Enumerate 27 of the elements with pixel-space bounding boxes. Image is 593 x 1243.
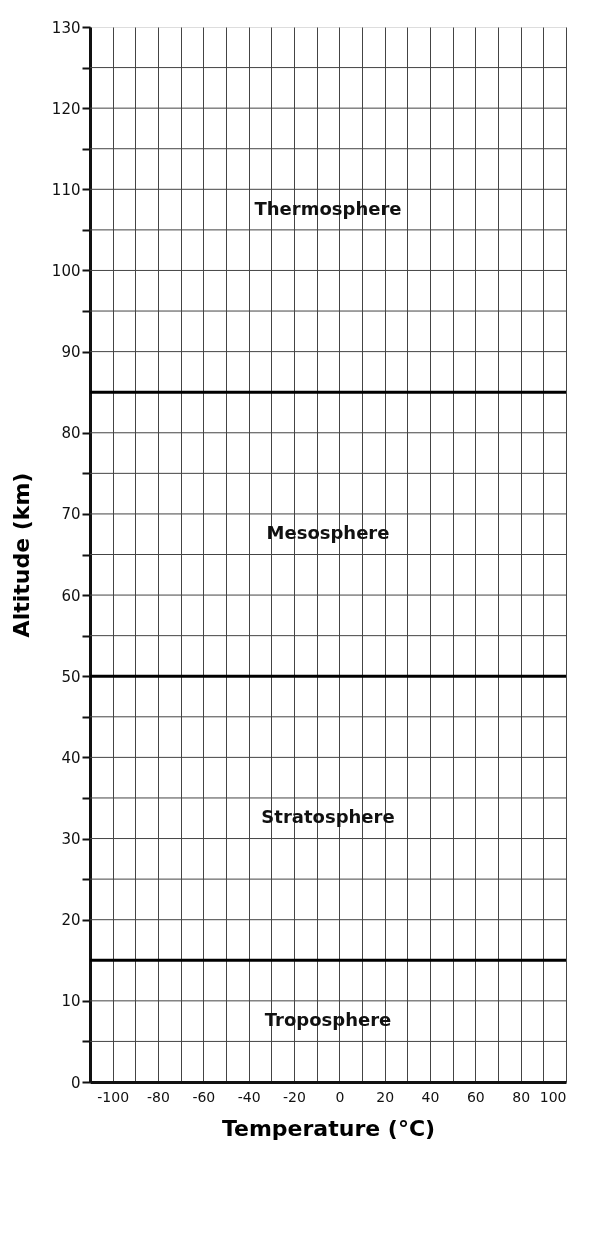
y-tick-label: 110 [51,180,81,199]
y-tick-label: 130 [51,18,81,37]
y-tick-label: 0 [70,1073,81,1092]
y-tick-label: 70 [61,505,81,524]
x-tick-label: -80 [147,1088,170,1105]
y-tick-label: 100 [51,261,81,280]
x-tick-label: 0 [335,1088,345,1105]
y-tick-label: 80 [61,424,81,443]
y-tick-label: 20 [61,911,81,930]
x-axis-title: Temperature (°C) [221,1115,436,1141]
x-tick-label: -100 [97,1088,130,1105]
y-tick-label: 90 [61,343,81,362]
y-tick-label: 120 [51,99,81,118]
y-tick-label: 40 [61,748,81,767]
y-axis-title: Altitude (km) [8,472,34,638]
x-tick-label: -20 [283,1088,306,1105]
x-tick-label: -40 [237,1088,261,1105]
x-tick-label: 80 [512,1088,531,1105]
x-tick-label: 40 [421,1088,440,1105]
x-tick-label: 100 [539,1088,567,1105]
x-tick-label: 20 [376,1088,395,1105]
y-tick-label: 10 [61,992,81,1011]
x-tick-label: 60 [466,1088,485,1105]
y-tick-label: 30 [61,830,81,849]
y-tick-label: 60 [61,586,81,605]
x-tick-label: -60 [192,1088,216,1105]
y-tick-label: 50 [61,667,81,686]
